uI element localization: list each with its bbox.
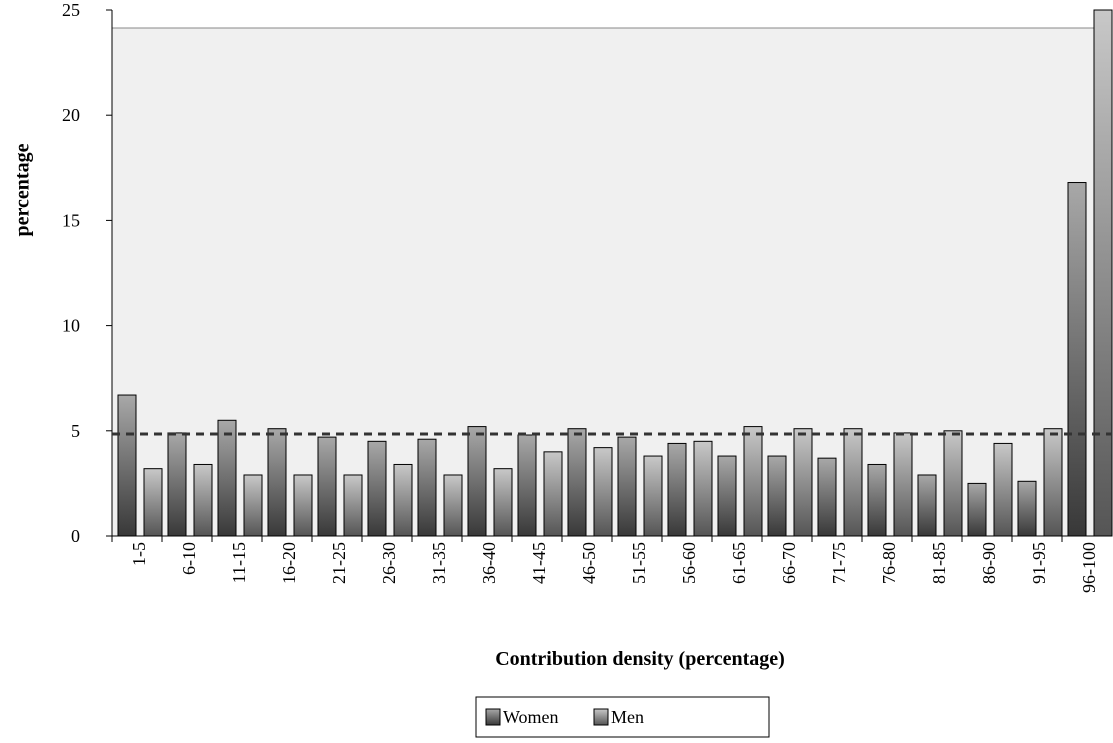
x-tick-label: 16-20: [279, 542, 299, 584]
y-tick-label: 20: [62, 105, 80, 125]
x-tick-label: 81-85: [929, 542, 949, 584]
bar-women-36-40: [467, 426, 487, 537]
bar-men-46-50: [593, 447, 613, 537]
x-tick-label: 36-40: [479, 542, 499, 584]
y-tick-label: 15: [62, 210, 80, 230]
bar-men-31-35: [443, 474, 463, 537]
bar-women-41-45: [517, 434, 537, 537]
x-tick-label: 1-5: [129, 542, 149, 566]
bar-women-16-20: [267, 428, 287, 537]
x-tick-label: 31-35: [429, 542, 449, 584]
bar-men-21-25: [343, 474, 363, 537]
bar-women-26-30: [367, 440, 387, 537]
bar-men-6-10: [193, 463, 213, 537]
bar-men-66-70: [793, 428, 813, 537]
x-tick-label: 51-55: [629, 542, 649, 584]
bar-men-76-80: [893, 432, 913, 537]
bars: [117, 9, 1113, 537]
x-tick-label: 96-100: [1079, 542, 1099, 593]
bar-men-36-40: [493, 468, 513, 537]
bar-women-86-90: [967, 482, 987, 537]
x-tick-label: 41-45: [529, 542, 549, 584]
x-tick-label: 46-50: [579, 542, 599, 584]
bar-men-1-5: [143, 468, 163, 537]
legend-swatch-women: [485, 708, 501, 726]
x-tick-label: 76-80: [879, 542, 899, 584]
bar-women-1-5: [117, 394, 137, 537]
x-tick-label: 86-90: [979, 542, 999, 584]
x-tick-label: 66-70: [779, 542, 799, 584]
y-tick-label: 0: [71, 526, 80, 546]
bar-men-81-85: [943, 430, 963, 537]
bar-men-51-55: [643, 455, 663, 537]
legend: Women Men: [475, 696, 770, 738]
y-axis: 0 5 10 15 20 25: [62, 0, 113, 546]
bar-women-96-100: [1067, 182, 1087, 537]
bar-men-86-90: [993, 442, 1013, 537]
legend-box: [475, 696, 770, 738]
bar-men-61-65: [743, 426, 763, 537]
x-axis-title: Contribution density (percentage): [495, 648, 785, 670]
x-tick-label: 26-30: [379, 542, 399, 584]
bar-women-61-65: [717, 455, 737, 537]
x-tick-label: 21-25: [329, 542, 349, 584]
bar-men-16-20: [293, 474, 313, 537]
bar-women-21-25: [317, 436, 337, 537]
bar-women-31-35: [417, 438, 437, 537]
bar-women-71-75: [817, 457, 837, 537]
x-tick-label: 71-75: [829, 542, 849, 584]
y-tick-label: 10: [62, 316, 80, 336]
x-tick-label: 91-95: [1029, 542, 1049, 584]
x-axis: 1-5 6-10 11-15 16-20 21-25 26-30 31-35 36-40 41-…: [111, 535, 1112, 593]
bar-women-46-50: [567, 428, 587, 537]
bar-women-6-10: [167, 432, 187, 537]
y-tick-label: 25: [62, 0, 80, 20]
x-tick-label: 56-60: [679, 542, 699, 584]
legend-label-men: Men: [611, 707, 644, 727]
x-tick-label: 61-65: [729, 542, 749, 584]
bar-women-91-95: [1017, 480, 1037, 537]
y-axis-title: percentage: [12, 143, 34, 236]
bar-women-11-15: [217, 419, 237, 537]
bar-men-91-95: [1043, 428, 1063, 537]
bar-men-96-100: [1093, 9, 1113, 537]
bar-men-56-60: [693, 440, 713, 537]
bar-women-76-80: [867, 463, 887, 537]
x-tick-label: 6-10: [179, 542, 199, 575]
bar-women-51-55: [617, 436, 637, 537]
bar-men-41-45: [543, 451, 563, 537]
x-tick-label: 11-15: [229, 542, 249, 583]
bar-men-26-30: [393, 463, 413, 537]
legend-swatch-men: [593, 708, 609, 726]
y-tick-label: 5: [71, 421, 80, 441]
bar-women-56-60: [667, 442, 687, 537]
bar-women-66-70: [767, 455, 787, 537]
bar-men-11-15: [243, 474, 263, 537]
legend-label-women: Women: [503, 707, 559, 727]
bar-women-81-85: [917, 474, 937, 537]
bar-men-71-75: [843, 428, 863, 537]
